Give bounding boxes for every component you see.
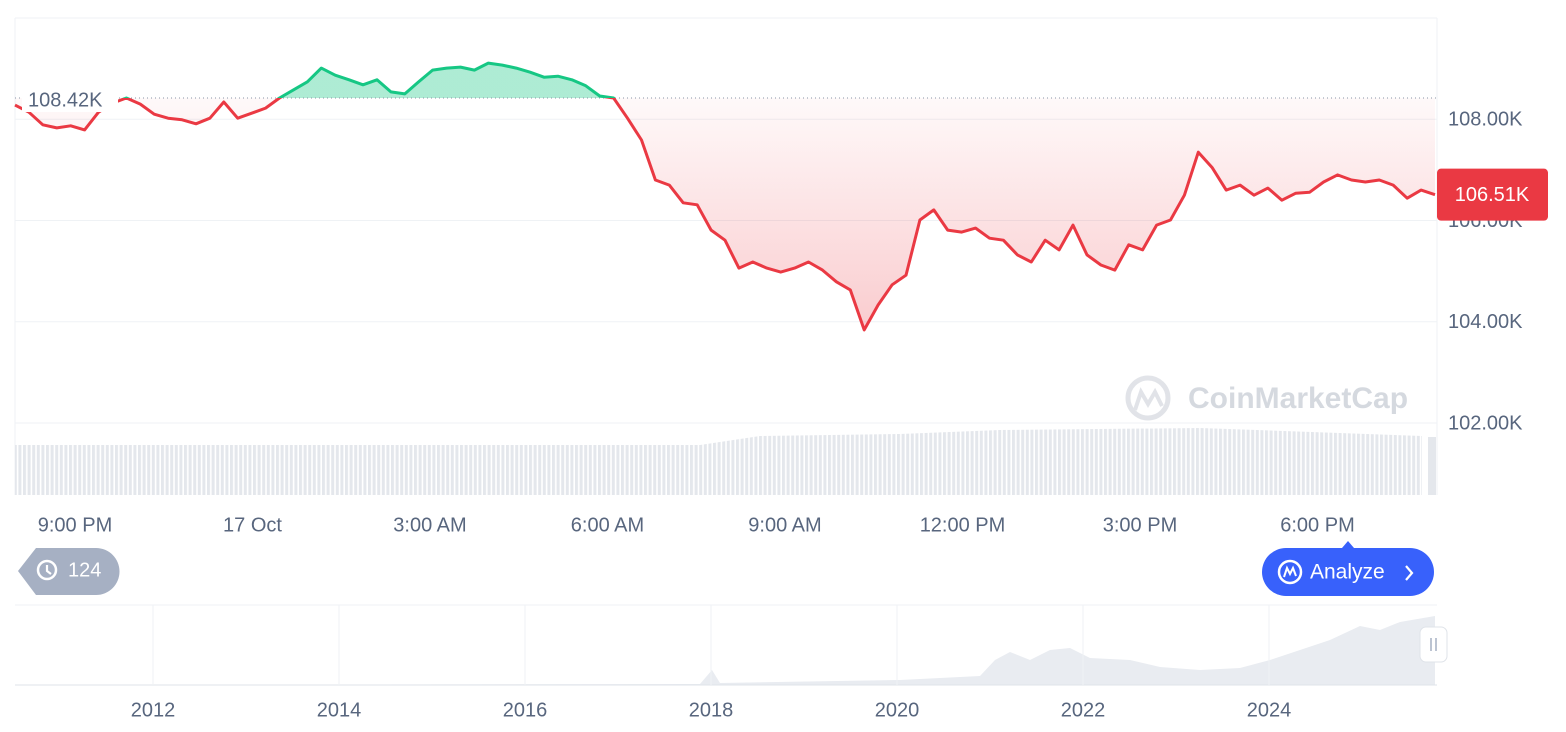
- navigator-label: 2016: [503, 699, 548, 721]
- price-line: [14, 61, 1436, 332]
- history-count: 124: [68, 559, 101, 581]
- y-tick-label: 104.00K: [1448, 311, 1523, 333]
- x-tick-label: 3:00 PM: [1103, 514, 1177, 536]
- watermark-logo: [1125, 375, 1171, 421]
- navigator-label: 2014: [317, 699, 362, 721]
- y-tick-label: 108.00K: [1448, 109, 1523, 131]
- volume-bar: [1428, 437, 1436, 495]
- x-tick-label: 9:00 AM: [748, 514, 821, 536]
- navigator-label: 2012: [131, 699, 176, 721]
- navigator-area: [15, 616, 1435, 685]
- x-tick-label: 12:00 PM: [920, 514, 1006, 536]
- baseline-label-bg: [22, 83, 118, 112]
- navigator-label: 2022: [1061, 699, 1106, 721]
- history-badge[interactable]: 124: [18, 548, 120, 595]
- analyze-label: Analyze: [1310, 561, 1385, 584]
- price-tag: [1437, 168, 1548, 221]
- watermark: CoinMarketCap: [1188, 382, 1408, 415]
- x-tick-label: 3:00 AM: [393, 514, 466, 536]
- x-tick-label: 9:00 PM: [38, 514, 112, 536]
- area: [15, 63, 1435, 330]
- navigator-label: 2018: [689, 699, 734, 721]
- analyze-button[interactable]: Analyze: [1262, 541, 1434, 596]
- baseline-label: 108.42K: [28, 89, 103, 111]
- x-tick-label: 17 Oct: [223, 514, 282, 536]
- y-tick-label: 102.00K: [1448, 412, 1523, 434]
- navigator-label: 2020: [875, 699, 920, 721]
- navigator-label: 2024: [1247, 699, 1292, 721]
- x-tick-label: 6:00 AM: [571, 514, 644, 536]
- volume-bars: [15, 428, 1422, 495]
- price-tag-label: 106.51K: [1455, 184, 1530, 206]
- navigator-handle[interactable]: [1419, 626, 1448, 663]
- x-tick-label: 6:00 PM: [1280, 514, 1354, 536]
